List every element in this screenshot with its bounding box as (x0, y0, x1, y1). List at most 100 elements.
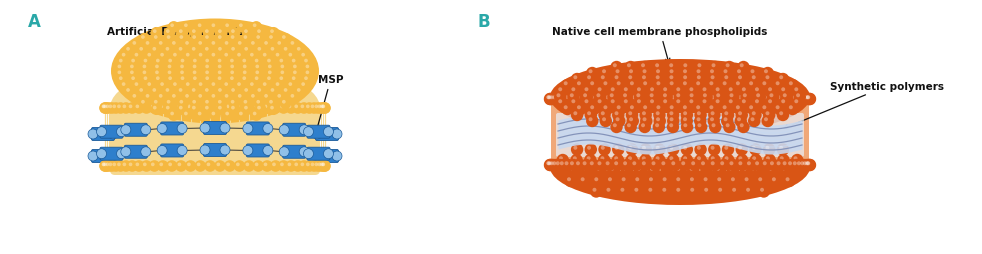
Circle shape (788, 96, 792, 100)
Circle shape (716, 100, 720, 104)
Circle shape (615, 76, 619, 80)
Circle shape (681, 154, 693, 167)
Circle shape (583, 94, 587, 98)
Circle shape (270, 106, 274, 110)
Circle shape (708, 109, 721, 122)
Circle shape (642, 96, 646, 100)
Circle shape (634, 165, 646, 177)
FancyBboxPatch shape (161, 144, 184, 157)
Circle shape (608, 165, 620, 177)
Circle shape (639, 73, 652, 86)
Circle shape (215, 69, 227, 81)
Circle shape (760, 159, 773, 171)
Circle shape (103, 163, 107, 167)
Circle shape (185, 161, 196, 172)
Circle shape (168, 59, 172, 63)
Circle shape (295, 105, 299, 109)
Circle shape (253, 63, 265, 75)
Circle shape (250, 110, 262, 121)
Circle shape (103, 105, 107, 109)
Circle shape (613, 64, 617, 68)
Circle shape (228, 57, 240, 69)
Circle shape (612, 144, 625, 156)
Circle shape (683, 76, 687, 80)
Circle shape (746, 188, 750, 192)
Circle shape (192, 65, 196, 69)
Circle shape (607, 188, 611, 192)
Circle shape (794, 88, 798, 92)
Circle shape (757, 186, 770, 198)
Circle shape (209, 92, 221, 104)
Circle shape (802, 159, 815, 171)
Circle shape (805, 162, 809, 166)
Circle shape (580, 91, 593, 104)
Circle shape (180, 71, 184, 75)
Circle shape (140, 161, 152, 172)
Circle shape (667, 109, 680, 122)
Circle shape (215, 63, 227, 75)
Circle shape (708, 144, 721, 156)
Circle shape (226, 163, 230, 167)
Circle shape (143, 105, 146, 109)
Circle shape (748, 115, 760, 128)
Circle shape (760, 93, 773, 106)
Circle shape (584, 73, 597, 86)
Circle shape (783, 167, 787, 171)
Circle shape (697, 76, 701, 80)
Circle shape (315, 103, 327, 114)
Circle shape (230, 59, 234, 63)
Circle shape (269, 101, 273, 104)
Circle shape (237, 110, 248, 121)
Circle shape (654, 68, 666, 80)
Circle shape (738, 96, 742, 100)
Circle shape (277, 57, 289, 69)
Circle shape (228, 63, 240, 75)
Circle shape (584, 154, 596, 167)
Circle shape (323, 149, 334, 159)
Circle shape (229, 104, 241, 116)
Ellipse shape (110, 67, 320, 150)
Circle shape (216, 98, 227, 110)
Circle shape (192, 71, 196, 75)
Circle shape (638, 61, 651, 74)
Circle shape (101, 103, 113, 114)
Circle shape (687, 91, 699, 104)
Circle shape (216, 104, 227, 116)
Circle shape (779, 112, 784, 116)
Circle shape (231, 48, 235, 52)
Circle shape (787, 103, 798, 116)
Circle shape (687, 175, 700, 187)
Text: MSP: MSP (315, 75, 344, 132)
Circle shape (267, 98, 279, 110)
Circle shape (683, 70, 687, 74)
Circle shape (612, 154, 625, 167)
Circle shape (800, 159, 813, 171)
Circle shape (602, 118, 606, 122)
Circle shape (760, 103, 772, 116)
Circle shape (159, 42, 163, 45)
Circle shape (710, 118, 714, 122)
Circle shape (257, 48, 261, 52)
Circle shape (639, 154, 652, 167)
Circle shape (295, 86, 306, 98)
Circle shape (284, 89, 288, 92)
Circle shape (270, 30, 274, 34)
Circle shape (224, 54, 228, 57)
Circle shape (178, 69, 190, 81)
Circle shape (196, 92, 207, 104)
Circle shape (205, 30, 209, 34)
Circle shape (220, 123, 230, 133)
Circle shape (598, 154, 611, 167)
Circle shape (674, 98, 686, 110)
Circle shape (659, 93, 672, 106)
Circle shape (257, 89, 261, 92)
Circle shape (184, 24, 188, 28)
Circle shape (254, 105, 258, 109)
Circle shape (184, 51, 195, 63)
Circle shape (129, 75, 140, 86)
Circle shape (177, 86, 188, 98)
Circle shape (173, 54, 177, 57)
Circle shape (231, 101, 235, 104)
Circle shape (793, 157, 797, 161)
Circle shape (669, 159, 682, 171)
